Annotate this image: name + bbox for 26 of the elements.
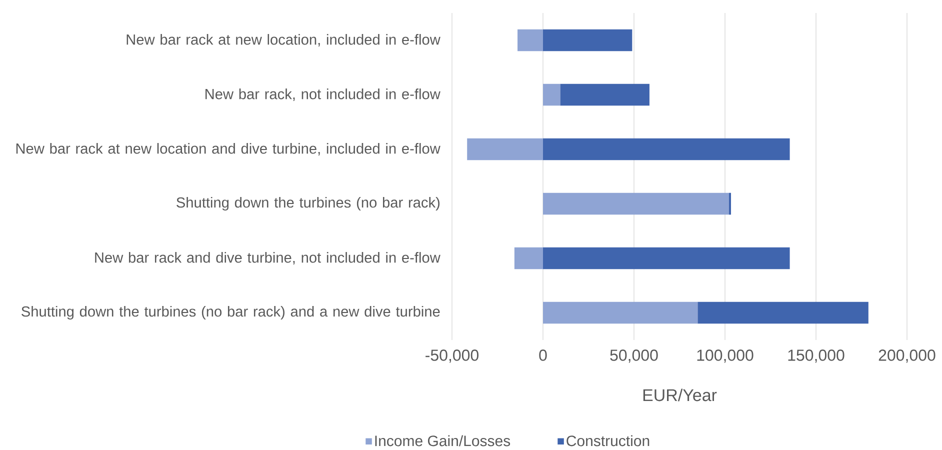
x-tick-label: 0 <box>539 350 547 361</box>
x-tick-label: 100,000 <box>697 350 754 363</box>
legend-label: Income Gain/Losses <box>375 435 510 446</box>
y-tick-label: New bar rack at new location and dive turbine, included in e-flow <box>16 143 440 156</box>
bar <box>560 84 650 106</box>
x-tick-label: 50,000 <box>610 350 658 363</box>
bar <box>542 247 790 270</box>
bar <box>514 247 543 270</box>
bar <box>542 138 790 160</box>
y-tick-label: New bar rack, not included in e-flow <box>206 88 440 101</box>
bar <box>542 29 632 52</box>
y-tick-label: Shutting down the turbines (no bar rack) <box>176 196 440 211</box>
x-tick-label: -50,000 <box>426 350 478 363</box>
bar <box>518 29 543 52</box>
y-tick-label: New bar rack and dive turbine, not included in e-flow <box>95 252 440 264</box>
x-axis-title: EUR/Year <box>643 388 717 402</box>
bar <box>698 302 868 324</box>
bar <box>467 138 543 160</box>
legend-label: Construction <box>566 435 650 446</box>
bar <box>542 84 560 106</box>
x-tick-label: 150,000 <box>788 350 844 363</box>
bar <box>542 302 698 324</box>
y-tick-label: Shutting down the turbines (no bar rack) and a new dive turbine <box>22 306 440 320</box>
bar <box>542 192 729 215</box>
x-tick-label: 200,000 <box>878 350 936 363</box>
y-tick-label: New bar rack at new location, included in e-flow <box>126 34 440 46</box>
